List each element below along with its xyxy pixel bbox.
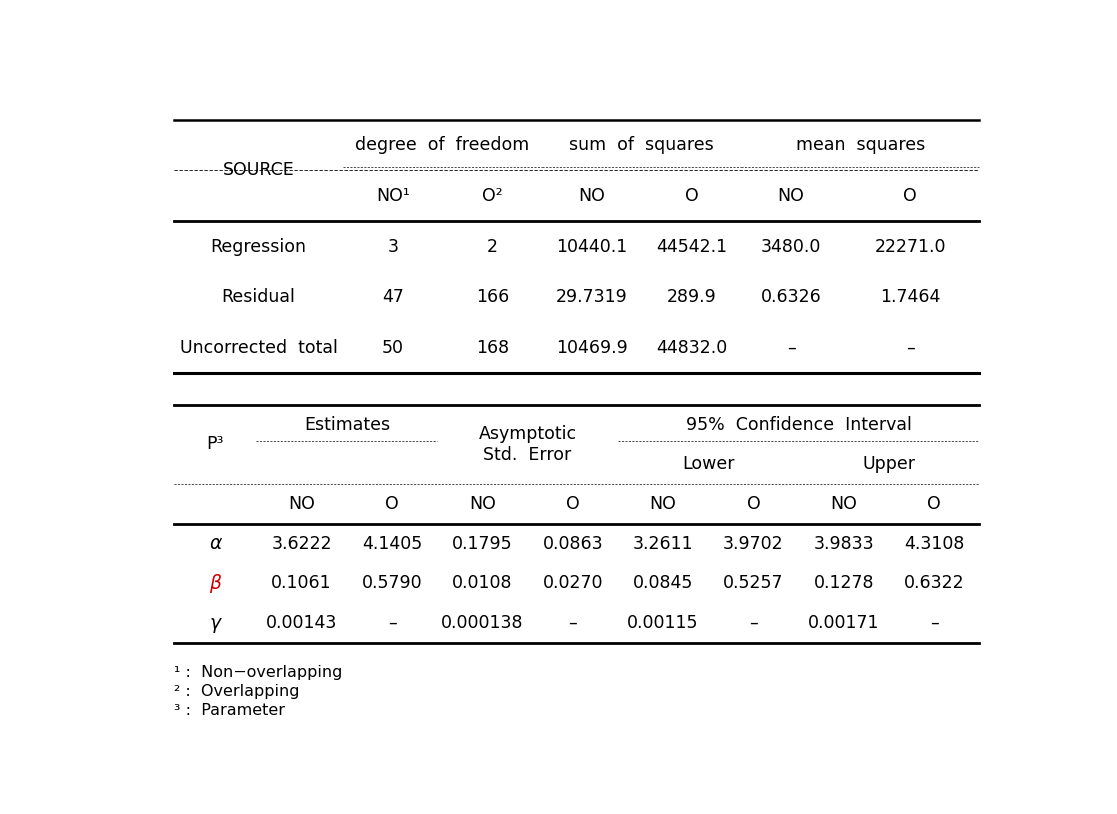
- Text: O: O: [904, 186, 917, 205]
- Text: ¹ :  Non−overlapping: ¹ : Non−overlapping: [174, 665, 343, 680]
- Text: 29.7319: 29.7319: [556, 288, 628, 306]
- Text: 3.6222: 3.6222: [271, 535, 332, 553]
- Text: –: –: [388, 614, 397, 632]
- Text: NO: NO: [288, 495, 315, 513]
- Text: 166: 166: [476, 288, 509, 306]
- Text: NO: NO: [469, 495, 496, 513]
- Text: 2: 2: [487, 238, 498, 256]
- Text: 44542.1: 44542.1: [656, 238, 727, 256]
- Text: NO: NO: [777, 186, 804, 205]
- Text: 4.1405: 4.1405: [362, 535, 422, 553]
- Text: 50: 50: [382, 339, 404, 357]
- Text: Regression: Regression: [211, 238, 307, 256]
- Text: 3480.0: 3480.0: [761, 238, 821, 256]
- Text: γ: γ: [210, 614, 221, 632]
- Text: –: –: [569, 614, 577, 632]
- Text: 10469.9: 10469.9: [556, 339, 628, 357]
- Text: 0.1795: 0.1795: [452, 535, 513, 553]
- Text: 0.0108: 0.0108: [452, 575, 513, 593]
- Text: –: –: [906, 339, 915, 357]
- Text: 4.3108: 4.3108: [904, 535, 964, 553]
- Text: –: –: [929, 614, 938, 632]
- Text: 3: 3: [388, 238, 399, 256]
- Text: 0.000138: 0.000138: [441, 614, 524, 632]
- Text: 0.5790: 0.5790: [362, 575, 422, 593]
- Text: 0.0845: 0.0845: [633, 575, 694, 593]
- Text: –: –: [786, 339, 795, 357]
- Text: 3.2611: 3.2611: [632, 535, 694, 553]
- Text: 3.9702: 3.9702: [723, 535, 784, 553]
- Text: 0.5257: 0.5257: [723, 575, 784, 593]
- Text: Asymptotic
Std.  Error: Asymptotic Std. Error: [478, 425, 576, 464]
- Text: 47: 47: [382, 288, 403, 306]
- Text: 22271.0: 22271.0: [875, 238, 946, 256]
- Text: 3.9833: 3.9833: [813, 535, 875, 553]
- Text: NO: NO: [830, 495, 857, 513]
- Text: 0.1278: 0.1278: [813, 575, 873, 593]
- Text: O: O: [746, 495, 761, 513]
- Text: Estimates: Estimates: [304, 416, 390, 434]
- Text: –: –: [750, 614, 757, 632]
- Text: SOURCE: SOURCE: [222, 161, 295, 179]
- Text: 0.6326: 0.6326: [761, 288, 821, 306]
- Text: NO: NO: [650, 495, 677, 513]
- Text: Lower: Lower: [682, 455, 735, 474]
- Text: 0.00143: 0.00143: [266, 614, 337, 632]
- Text: Residual: Residual: [221, 288, 296, 306]
- Text: mean  squares: mean squares: [795, 136, 925, 154]
- Text: ² :  Overlapping: ² : Overlapping: [174, 684, 299, 698]
- Text: O: O: [927, 495, 941, 513]
- Text: 95%  Confidence  Interval: 95% Confidence Interval: [686, 416, 911, 434]
- Text: O: O: [566, 495, 580, 513]
- Text: 168: 168: [476, 339, 509, 357]
- Text: 0.6322: 0.6322: [904, 575, 964, 593]
- Text: 0.00171: 0.00171: [808, 614, 879, 632]
- Text: ³ :  Parameter: ³ : Parameter: [174, 702, 285, 717]
- Text: 0.00115: 0.00115: [628, 614, 699, 632]
- Text: 44832.0: 44832.0: [656, 339, 727, 357]
- Text: P³: P³: [207, 435, 225, 453]
- Text: sum  of  squares: sum of squares: [570, 136, 714, 154]
- Text: 0.1061: 0.1061: [271, 575, 332, 593]
- Text: 10440.1: 10440.1: [556, 238, 628, 256]
- Text: α: α: [209, 534, 221, 554]
- Text: Upper: Upper: [862, 455, 916, 474]
- Text: degree  of  freedom: degree of freedom: [355, 136, 529, 154]
- Text: 289.9: 289.9: [667, 288, 716, 306]
- Text: Uncorrected  total: Uncorrected total: [180, 339, 337, 357]
- Text: 1.7464: 1.7464: [880, 288, 941, 306]
- Text: NO¹: NO¹: [376, 186, 410, 205]
- Text: O²: O²: [483, 186, 503, 205]
- Text: O: O: [685, 186, 698, 205]
- Text: 0.0270: 0.0270: [543, 575, 603, 593]
- Text: 0.0863: 0.0863: [543, 535, 603, 553]
- Text: β: β: [209, 574, 221, 593]
- Text: O: O: [385, 495, 399, 513]
- Text: NO: NO: [579, 186, 605, 205]
